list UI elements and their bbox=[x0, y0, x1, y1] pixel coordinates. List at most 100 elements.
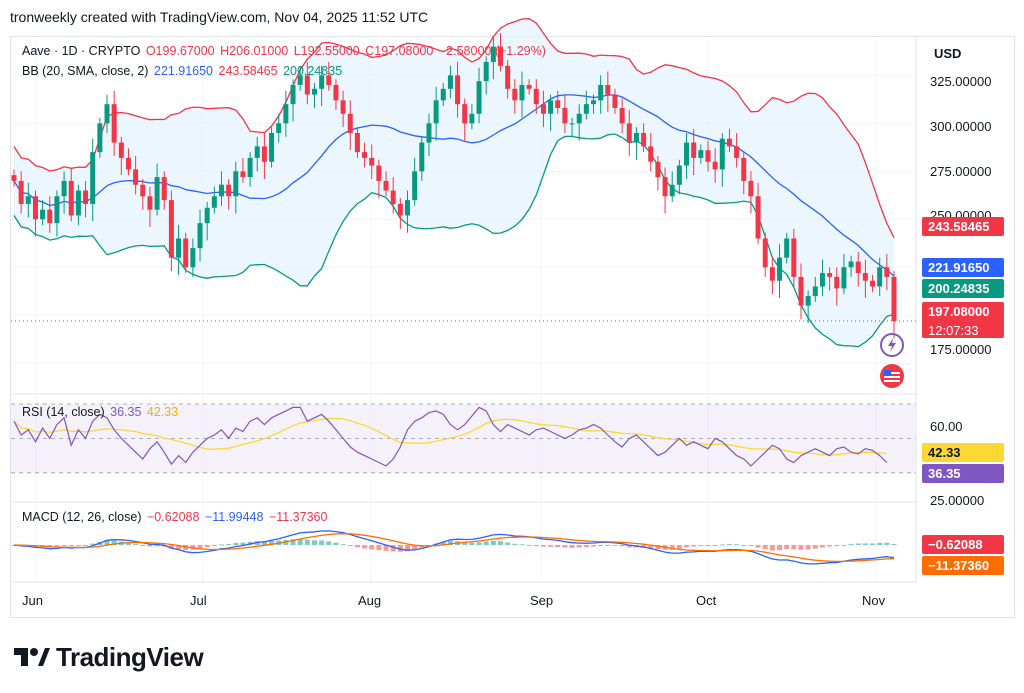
macd-histogram-bar bbox=[412, 545, 418, 550]
candle-body bbox=[419, 142, 425, 172]
candle-body bbox=[619, 108, 625, 124]
macd-histogram-bar bbox=[619, 545, 625, 547]
candle-body bbox=[891, 276, 897, 321]
macd-histogram-bar bbox=[884, 542, 890, 545]
macd-histogram-bar bbox=[848, 543, 854, 545]
candle-body bbox=[211, 196, 217, 208]
macd-histogram-bar bbox=[705, 545, 711, 546]
macd-histogram-bar bbox=[61, 545, 67, 546]
rsi-label: RSI (14, close) bbox=[22, 405, 105, 419]
candle-body bbox=[147, 196, 153, 210]
candle-body bbox=[462, 104, 468, 124]
macd-histogram-bar bbox=[798, 545, 804, 550]
macd-histogram-bar bbox=[512, 543, 518, 545]
candle-body bbox=[798, 276, 804, 306]
candle-body bbox=[648, 146, 654, 162]
macd-histogram-bar bbox=[354, 545, 360, 548]
candle-body bbox=[676, 165, 682, 185]
macd-histogram-bar bbox=[490, 540, 496, 545]
candle-body bbox=[633, 132, 639, 143]
lightning-icon[interactable] bbox=[880, 333, 904, 357]
candle-body bbox=[61, 180, 67, 197]
candle-body bbox=[734, 146, 740, 158]
candle-body bbox=[397, 203, 403, 216]
tv-logo-icon bbox=[14, 644, 50, 675]
macd-histogram-bar bbox=[147, 545, 153, 547]
candle-body bbox=[183, 238, 189, 268]
rsi-tag: 36.35 bbox=[922, 464, 1004, 483]
candle-body bbox=[204, 207, 210, 224]
macd-histogram-bar bbox=[376, 545, 382, 551]
candle-body bbox=[641, 132, 647, 147]
candle-body bbox=[548, 100, 554, 114]
candle-body bbox=[841, 267, 847, 289]
symbol-label[interactable]: Aave · 1D · CRYPTO bbox=[22, 44, 141, 58]
candle-body bbox=[161, 177, 167, 201]
currency-label[interactable]: USD bbox=[934, 46, 962, 61]
candle-body bbox=[626, 123, 632, 143]
candle-body bbox=[240, 171, 246, 178]
macd-histogram-bar bbox=[154, 545, 160, 547]
macd-histogram-bar bbox=[404, 545, 410, 552]
x-label-nov: Nov bbox=[862, 593, 886, 608]
candle-body bbox=[490, 46, 496, 62]
macd-histogram-bar bbox=[777, 545, 783, 551]
macd-histogram-bar bbox=[333, 542, 339, 545]
rsi-legend[interactable]: RSI (14, close) 36.35 42.33 bbox=[22, 405, 180, 419]
macd-histogram-bar bbox=[319, 540, 325, 545]
macd-hist-value: −0.62088 bbox=[146, 510, 200, 524]
candle-body bbox=[519, 84, 525, 101]
candle-body bbox=[719, 138, 725, 170]
macd-histogram-bar bbox=[684, 545, 690, 548]
tradingview-logo[interactable]: TradingView bbox=[14, 642, 204, 675]
candle-body bbox=[655, 161, 661, 178]
candle-body bbox=[369, 157, 375, 166]
candle-body bbox=[870, 280, 876, 287]
macd-histogram-bar bbox=[83, 545, 89, 546]
candle-body bbox=[540, 104, 546, 114]
candle-body bbox=[848, 261, 854, 268]
macd-histogram-bar bbox=[676, 545, 682, 549]
macd-histogram-bar bbox=[261, 541, 267, 545]
x-label-sep: Sep bbox=[530, 593, 554, 608]
rsi-tick-60: 60.00 bbox=[930, 419, 963, 434]
macd-histogram-bar bbox=[583, 545, 589, 548]
candle-body bbox=[447, 75, 453, 89]
macd-histogram-bar bbox=[555, 545, 561, 547]
macd-histogram-bar bbox=[698, 545, 704, 546]
candle-body bbox=[884, 267, 890, 277]
macd-histogram-bar bbox=[548, 545, 554, 547]
candle-body bbox=[512, 88, 518, 101]
macd-histogram-bar bbox=[598, 545, 604, 546]
candle-body bbox=[583, 104, 589, 114]
candle-body bbox=[784, 238, 790, 258]
price-tick-325: 325.00000 bbox=[930, 74, 992, 89]
macd-histogram-bar bbox=[240, 542, 246, 545]
candle-body bbox=[605, 84, 611, 95]
macd-histogram-bar bbox=[505, 542, 511, 545]
macd-histogram-bar bbox=[540, 545, 546, 547]
candle-body bbox=[40, 209, 46, 220]
close-value: C197.08000 bbox=[365, 44, 434, 58]
candle-body bbox=[197, 223, 203, 249]
macd-line-value: −11.99448 bbox=[204, 510, 264, 524]
macd-histogram-bar bbox=[877, 542, 883, 545]
candle-body bbox=[576, 113, 582, 124]
bb-legend[interactable]: BB (20, SMA, close, 2) 221.91650 243.584… bbox=[22, 64, 344, 78]
macd-histogram-bar bbox=[125, 542, 131, 545]
candle-body bbox=[805, 296, 811, 306]
candle-body bbox=[598, 84, 604, 101]
countdown-value: 12:07:33 bbox=[928, 323, 979, 338]
bb-basis-value: 221.91650 bbox=[153, 64, 214, 78]
macd-signal-value: −11.37360 bbox=[268, 510, 328, 524]
macd-histogram-bar bbox=[712, 545, 718, 546]
candle-body bbox=[104, 104, 110, 124]
macd-legend[interactable]: MACD (12, 26, close) −0.62088 −11.99448 … bbox=[22, 510, 329, 524]
candle-body bbox=[218, 184, 224, 197]
macd-histogram-bar bbox=[891, 544, 897, 546]
candle-body bbox=[376, 165, 382, 181]
candle-body bbox=[176, 238, 182, 258]
us-flag-icon[interactable] bbox=[880, 364, 904, 388]
candle-body bbox=[75, 190, 81, 216]
